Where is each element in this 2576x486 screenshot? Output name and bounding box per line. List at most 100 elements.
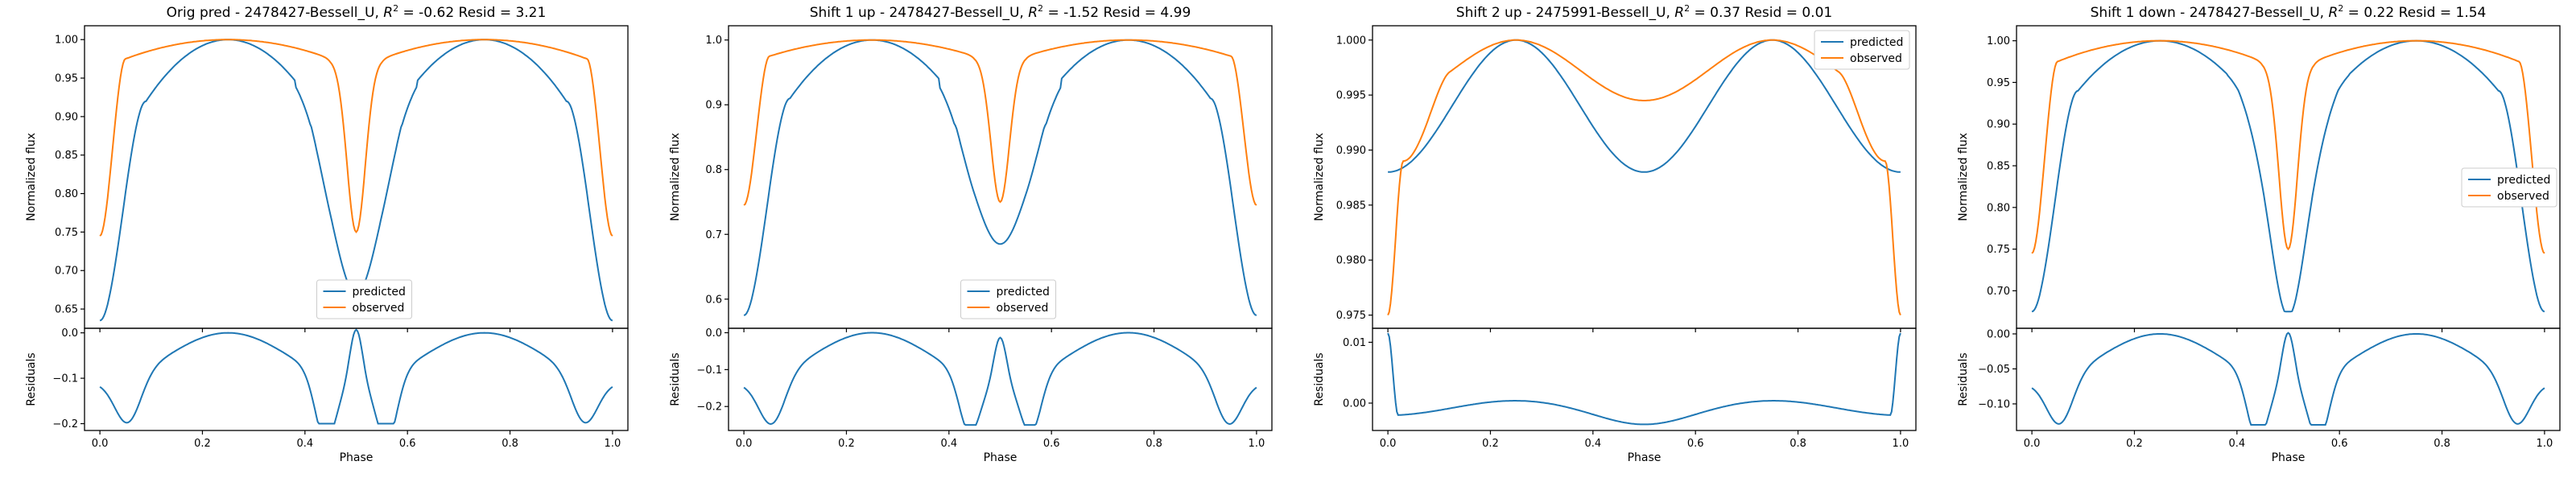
legend: predicted observed (960, 279, 1056, 319)
chart-title: Orig pred - 2478427-Bessell_U, R2 = -0.6… (167, 3, 547, 21)
x-axis-label: Phase (984, 451, 1018, 464)
legend-label-observed: observed (1850, 52, 1902, 65)
y-axis-label: Normalized flux (1957, 133, 1970, 221)
y-tick-label: 0.75 (55, 227, 78, 239)
residual-y-tick-label: 0.0 (61, 327, 78, 340)
y-axis-label: Normalized flux (669, 133, 682, 221)
series-line-observed (99, 39, 613, 237)
residual-y-tick-label: −0.2 (52, 418, 78, 430)
y-tick-label: 0.85 (55, 150, 78, 162)
chart-panel-1: Orig pred - 2478427-Bessell_U, R2 = -0.6… (25, 3, 629, 464)
series-line-observed (2031, 39, 2545, 254)
residual-y-tick-label: 0.00 (1343, 397, 1366, 410)
residual-y-tick-label: 0.00 (1987, 328, 2010, 340)
x-tick-label: 0.2 (194, 438, 211, 450)
x-tick-label: 0.2 (2126, 438, 2143, 450)
main-axes-frame (1372, 25, 1917, 329)
x-tick-label: 0.2 (1482, 438, 1499, 450)
residual-y-axis-label: Residuals (1313, 352, 1326, 406)
residual-y-tick-label: −0.10 (1978, 398, 2010, 410)
x-axis-label: Phase (340, 451, 374, 464)
y-tick-label: 0.95 (55, 73, 78, 85)
residual-line (743, 332, 1257, 426)
y-tick-label: 0.990 (1336, 145, 1366, 157)
series-line-observed (1387, 39, 1901, 315)
series-line-predicted (743, 39, 1257, 316)
legend-box (2461, 167, 2557, 208)
residual-y-axis-label: Residuals (25, 352, 38, 406)
y-tick-label: 0.85 (1987, 161, 2010, 173)
x-tick-label: 0.8 (502, 438, 518, 450)
residual-y-axis-label: Residuals (669, 352, 682, 406)
y-tick-label: 0.80 (55, 188, 78, 200)
chart-panel-2: Shift 1 up - 2478427-Bessell_U, R2 = -1.… (669, 3, 1273, 464)
chart-title: Shift 2 up - 2475991-Bessell_U, R2 = 0.3… (1456, 3, 1832, 21)
y-tick-label: 0.995 (1336, 90, 1366, 102)
y-tick-label: 0.90 (55, 111, 78, 123)
residual-y-tick-label: −0.2 (696, 402, 722, 414)
y-tick-label: 0.90 (1987, 119, 2010, 131)
residual-line (1387, 332, 1901, 426)
x-tick-label: 1.0 (605, 438, 621, 450)
residual-y-tick-label: 0.01 (1343, 337, 1366, 349)
y-tick-label: 0.980 (1336, 255, 1366, 267)
x-axis-label: Phase (2272, 451, 2306, 464)
x-tick-label: 0.2 (838, 438, 855, 450)
residual-axes-frame (1372, 327, 1917, 431)
legend-label-observed: observed (2497, 190, 2549, 203)
legend: predicted observed (2461, 167, 2557, 208)
residual-axes-frame (2016, 327, 2561, 431)
y-tick-label: 0.7 (705, 229, 722, 241)
legend-label-observed: observed (997, 302, 1049, 315)
y-axis-label: Normalized flux (1313, 133, 1326, 221)
y-tick-label: 0.6 (705, 294, 722, 306)
x-tick-label: 0.8 (2434, 438, 2450, 450)
y-tick-label: 0.95 (1987, 77, 2010, 89)
y-tick-label: 1.000 (1336, 35, 1366, 47)
legend-box (1814, 30, 1910, 70)
residual-y-tick-label: 0.0 (705, 327, 722, 340)
x-tick-label: 0.4 (296, 438, 313, 450)
chart-title: Shift 1 down - 2478427-Bessell_U, R2 = 0… (2091, 3, 2487, 21)
x-tick-label: 0.6 (2331, 438, 2348, 450)
legend: predicted observed (316, 279, 412, 319)
y-axis-label: Normalized flux (25, 133, 38, 221)
legend: predicted observed (1814, 30, 1910, 70)
legend-box (316, 279, 412, 319)
y-tick-label: 0.9 (705, 100, 722, 112)
x-axis-label: Phase (1628, 451, 1662, 464)
legend-label-predicted: predicted (2497, 174, 2550, 187)
x-tick-label: 0.6 (1043, 438, 1060, 450)
residual-y-tick-label: −0.1 (52, 373, 78, 385)
y-tick-label: 0.80 (1987, 202, 2010, 214)
legend-label-predicted: predicted (1850, 36, 1903, 49)
legend-label-predicted: predicted (997, 286, 1050, 299)
x-tick-label: 0.8 (1146, 438, 1162, 450)
residual-y-tick-label: −0.05 (1978, 364, 2010, 376)
y-tick-label: 0.8 (705, 164, 722, 176)
series-line-predicted (99, 39, 613, 322)
x-tick-label: 1.0 (1249, 438, 1265, 450)
x-tick-label: 0.6 (1687, 438, 1704, 450)
residual-axes-frame (728, 327, 1273, 431)
y-tick-label: 1.00 (1987, 35, 2010, 47)
x-tick-label: 0.0 (736, 438, 753, 450)
x-tick-label: 0.4 (940, 438, 957, 450)
series-line-observed (743, 39, 1257, 206)
x-tick-label: 0.0 (1380, 438, 1397, 450)
x-tick-label: 1.0 (2537, 438, 2553, 450)
chart-title: Shift 1 up - 2478427-Bessell_U, R2 = -1.… (810, 3, 1191, 21)
y-tick-label: 1.00 (55, 35, 78, 47)
x-tick-label: 0.4 (2228, 438, 2245, 450)
y-tick-label: 0.70 (1987, 286, 2010, 298)
y-tick-label: 0.75 (1987, 244, 2010, 256)
y-tick-label: 1.0 (705, 35, 722, 47)
x-tick-label: 0.0 (2024, 438, 2041, 450)
legend-label-predicted: predicted (353, 286, 406, 299)
chart-panel-4: Shift 1 down - 2478427-Bessell_U, R2 = 0… (1957, 3, 2561, 464)
y-tick-label: 0.65 (55, 304, 78, 316)
residual-line (2031, 332, 2545, 426)
residual-y-tick-label: −0.1 (696, 364, 722, 377)
